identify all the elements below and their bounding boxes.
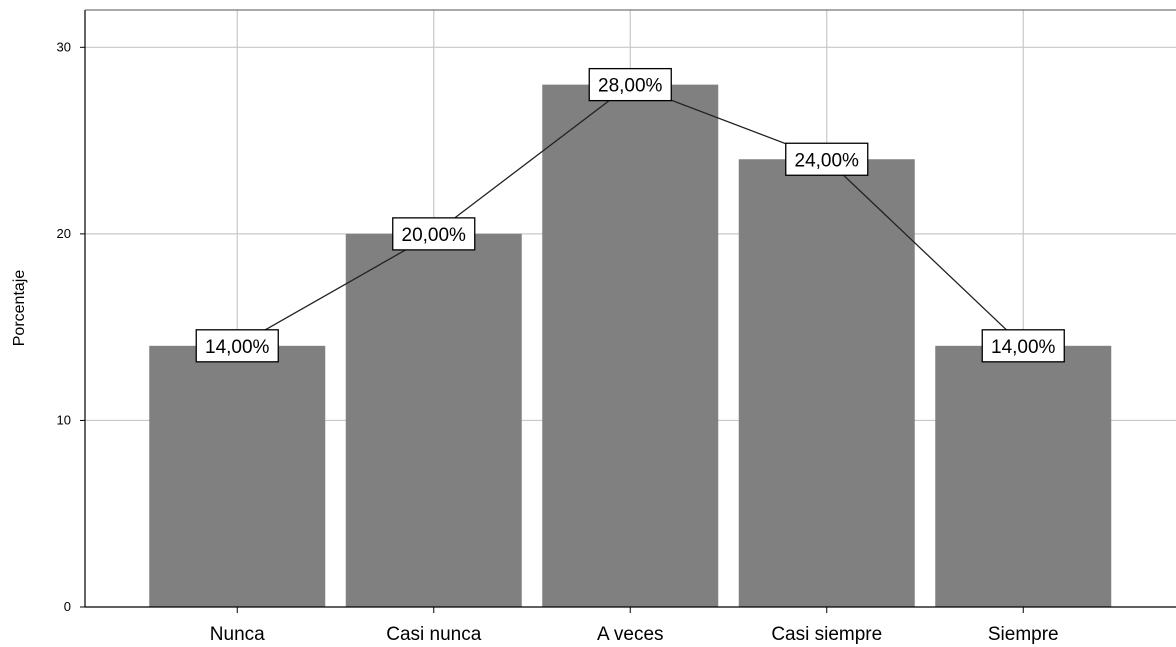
data-label-text: 24,00% bbox=[795, 150, 860, 171]
bars bbox=[149, 84, 1112, 607]
x-axis-ticks: Nunca Casi nunca A veces Casi siempre Siempr… bbox=[210, 607, 1059, 645]
data-label: 28,00% bbox=[588, 67, 672, 102]
data-label-box bbox=[981, 329, 1065, 363]
y-tick-label: 0 bbox=[64, 599, 71, 614]
data-label-box bbox=[195, 329, 279, 363]
data-label-box bbox=[392, 217, 476, 251]
data-label: 24,00% bbox=[785, 142, 869, 176]
data-labels: 14,00% 20,00% 28,00% 24,00% 14,00% bbox=[195, 67, 1065, 363]
y-tick-label: 20 bbox=[57, 226, 71, 241]
data-label-text: 28,00% bbox=[598, 76, 663, 97]
y-axis-ticks: 0 10 20 30 bbox=[57, 39, 85, 614]
x-tick-label: Casi nunca bbox=[386, 624, 481, 645]
data-label: 20,00% bbox=[392, 217, 476, 251]
y-tick-label: 30 bbox=[57, 39, 71, 54]
bar-siempre bbox=[935, 345, 1112, 607]
data-label: 14,00% bbox=[981, 329, 1065, 363]
bar-casi-siempre bbox=[738, 159, 915, 607]
data-label-text: 14,00% bbox=[205, 337, 270, 358]
data-label: 14,00% bbox=[195, 329, 279, 363]
data-label-box bbox=[588, 67, 672, 102]
x-tick-label: A veces bbox=[597, 624, 664, 645]
x-tick-label: Casi siempre bbox=[771, 624, 882, 645]
y-tick-label: 10 bbox=[57, 412, 71, 427]
data-label-text: 20,00% bbox=[402, 225, 467, 246]
bar-a-veces bbox=[542, 84, 719, 607]
x-tick-label: Nunca bbox=[210, 624, 265, 645]
y-axis-label: Porcentaje bbox=[11, 270, 28, 347]
bar-casi-nunca bbox=[345, 233, 522, 607]
data-label-box bbox=[785, 142, 869, 176]
x-tick-label: Siempre bbox=[988, 624, 1059, 645]
bar-nunca bbox=[149, 345, 326, 607]
data-label-text: 14,00% bbox=[991, 337, 1056, 358]
